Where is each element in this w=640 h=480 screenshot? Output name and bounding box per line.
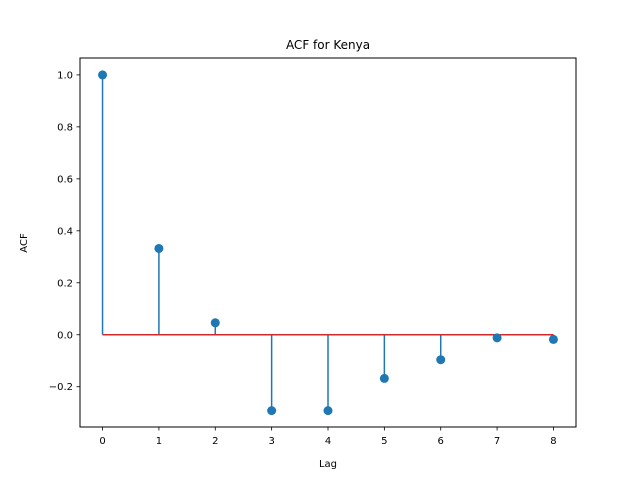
stem-marker-lag-8 (548, 334, 558, 344)
x-tick-label: 7 (494, 436, 500, 447)
chart-title: ACF for Kenya (286, 38, 370, 52)
x-axis-label: Lag (319, 459, 337, 470)
x-tick-label: 8 (550, 436, 556, 447)
y-tick-label: 0.4 (57, 226, 73, 237)
stem-marker-lag-0 (98, 70, 108, 80)
x-tick-label: 6 (438, 436, 444, 447)
y-tick-label: 0.6 (57, 174, 73, 185)
x-tick-label: 4 (325, 436, 331, 447)
y-tick-label: 0.2 (57, 278, 73, 289)
x-tick-label: 1 (156, 436, 162, 447)
stem-marker-lag-4 (323, 406, 333, 416)
x-tick-label: 2 (212, 436, 218, 447)
x-tick-label: 0 (99, 436, 105, 447)
y-tick-label: 0.0 (57, 330, 73, 341)
y-tick-label: 0.8 (57, 122, 73, 133)
plot-area (98, 70, 558, 416)
stem-marker-lag-6 (436, 355, 446, 365)
stem-marker-lag-3 (267, 406, 277, 416)
x-axis: 0 1 2 3 4 5 6 7 8 (99, 427, 557, 447)
x-tick-label: 5 (381, 436, 387, 447)
x-tick-label: 3 (268, 436, 274, 447)
stem-marker-lag-2 (210, 318, 220, 328)
y-tick-label: 1.0 (57, 70, 73, 81)
stem-marker-lag-1 (154, 243, 164, 253)
stem-marker-lag-7 (492, 333, 502, 343)
y-tick-label: −0.2 (49, 382, 73, 393)
y-axis-label: ACF (19, 233, 30, 253)
y-axis: −0.2 0.0 0.2 0.4 0.6 0.8 1.0 (49, 70, 80, 393)
stem-marker-lag-5 (379, 373, 389, 383)
